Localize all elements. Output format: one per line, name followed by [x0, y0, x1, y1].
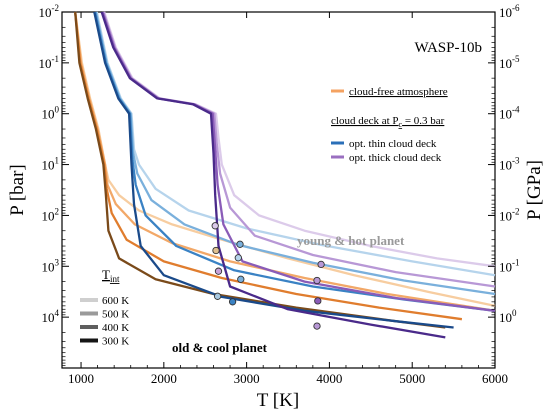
- tint-legend-label-400k: 400 K: [102, 322, 129, 334]
- y-left-tick-label: 102: [42, 206, 60, 223]
- tint-legend-heading: Tint: [102, 267, 120, 284]
- y-right-tick-label: 100: [499, 308, 517, 325]
- x-tick-label: 6000: [482, 371, 508, 386]
- marker-point-7: [214, 267, 223, 275]
- marker-point-3: [317, 260, 325, 269]
- legend-label-opt-thick: opt. thick cloud deck: [349, 152, 442, 164]
- x-tick-label: 2000: [151, 371, 177, 386]
- y-left-tick-label: 100: [42, 105, 60, 122]
- annotation-cool-planet: old & cool planet: [172, 340, 268, 355]
- tint-legend-label-300k: 300 K: [102, 336, 129, 348]
- plot-frame: [61, 11, 496, 369]
- marker-point-9: [314, 297, 322, 305]
- y-right-tick-label: 10-2: [499, 206, 520, 223]
- x-tick-label: 3000: [234, 371, 260, 386]
- marker-point-8: [237, 275, 245, 283]
- tint-legend-label-600k: 600 K: [102, 295, 129, 307]
- y-right-tick-label: 10-5: [499, 54, 520, 71]
- y-left-tick-label: 101: [42, 156, 60, 173]
- legend-heading-cloud-deck: cloud deck at Pc = 0.3 bar: [331, 115, 445, 129]
- y-right-tick-label: 10-4: [499, 105, 520, 122]
- tint-legend-label-500k: 500 K: [102, 309, 129, 321]
- marker-point-4: [212, 246, 220, 255]
- legend-label-cloud-free: cloud-free atmosphere: [349, 86, 448, 98]
- marker-point-11: [228, 298, 237, 306]
- chart-title: WASP-10b: [414, 40, 482, 56]
- marker-point-12: [313, 322, 321, 330]
- marker-layer: [211, 222, 325, 330]
- tick-layer: 1000 2000 3000 4000 5000 6000 10-2 10-1 100 101 10…: [39, 3, 520, 386]
- y-right-tick-label: 10-1: [499, 257, 520, 274]
- series-line-cloud-free-300k: [74, 11, 446, 329]
- y-left-tick-label: 10-2: [39, 3, 60, 20]
- x-tick-label: 4000: [316, 371, 342, 386]
- y-left-tick-label: 103: [42, 257, 60, 274]
- x-axis-label: T [K]: [257, 390, 299, 411]
- x-tick-label: 1000: [68, 371, 94, 386]
- legend-label-opt-thin: opt. thin cloud deck: [349, 138, 437, 150]
- y-right-tick-label: 10-3: [499, 156, 520, 173]
- y-left-tick-label: 10-1: [39, 54, 60, 71]
- y-axis-label-right: P [GPa]: [524, 160, 545, 220]
- marker-point-6: [313, 276, 321, 285]
- series-line-opt-thin-300k: [93, 11, 454, 329]
- marker-point-5: [234, 254, 242, 262]
- marker-point-10: [213, 292, 222, 300]
- series-layer: [74, 11, 496, 339]
- series-line-opt-thick-300k: [100, 11, 446, 339]
- y-left-tick-label: 104: [42, 308, 60, 325]
- y-right-tick-label: 10-6: [499, 3, 520, 20]
- annotation-hot-planet: young & hot planet: [297, 233, 405, 248]
- x-tick-label: 5000: [399, 371, 425, 386]
- marker-point-1: [211, 222, 219, 230]
- marker-point-2: [236, 240, 244, 248]
- y-axis-label-left: P [bar]: [7, 164, 28, 216]
